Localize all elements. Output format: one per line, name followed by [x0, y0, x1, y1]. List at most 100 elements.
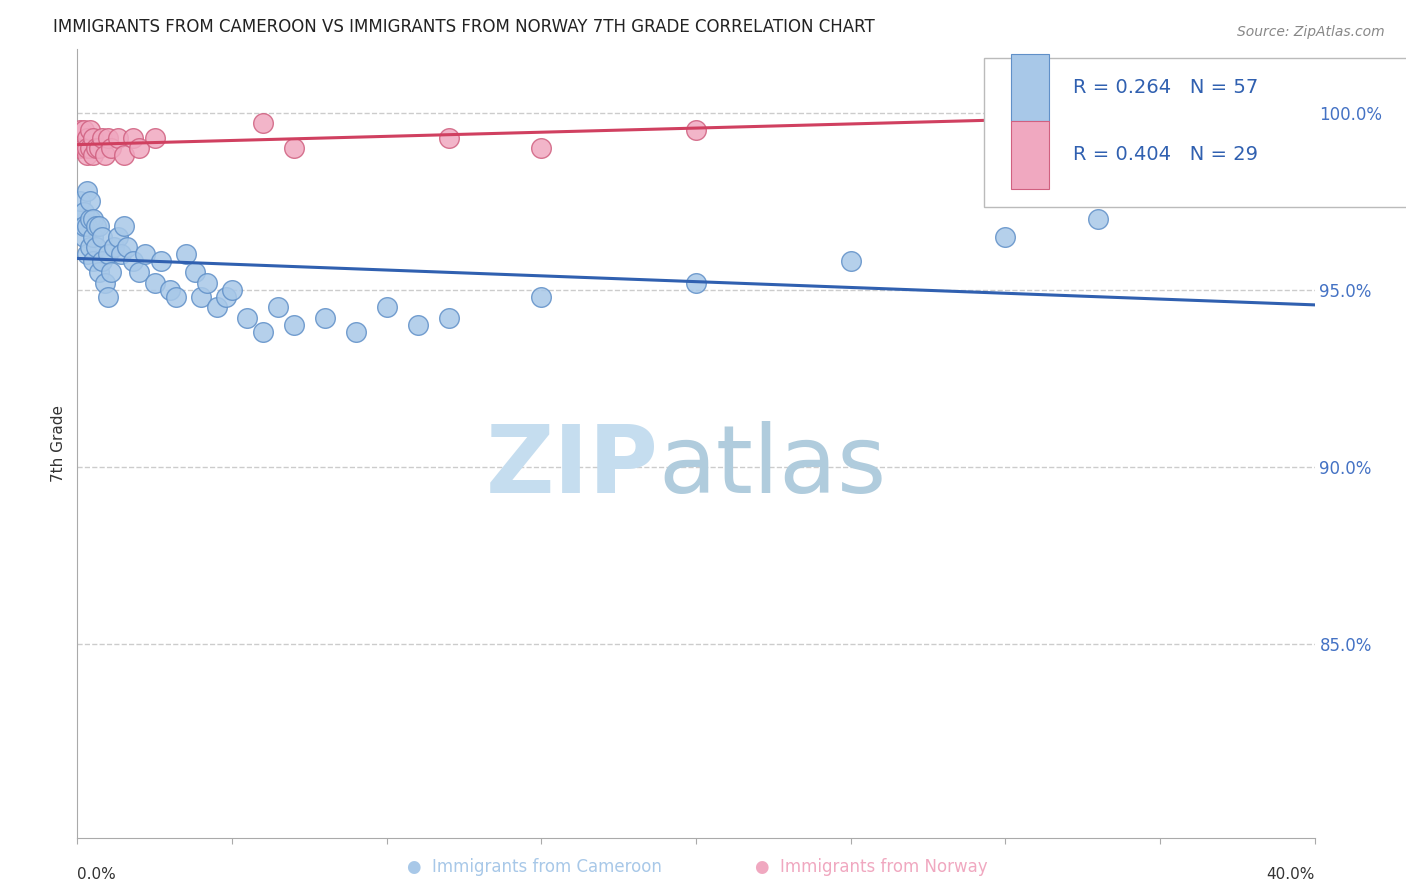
- FancyBboxPatch shape: [1011, 54, 1049, 121]
- Point: [107, 130, 129, 145]
- Text: ZIP: ZIP: [486, 421, 659, 514]
- Point: [215, 290, 238, 304]
- Point: [97, 130, 120, 145]
- Point: [100, 265, 122, 279]
- Point: [87, 141, 110, 155]
- Point: [79, 240, 101, 254]
- Point: [159, 283, 181, 297]
- Point: [128, 265, 150, 279]
- Point: [72, 123, 94, 137]
- Point: [530, 290, 553, 304]
- Point: [87, 265, 110, 279]
- Point: [1056, 112, 1078, 127]
- Point: [91, 130, 114, 145]
- Point: [283, 318, 305, 333]
- Point: [76, 148, 98, 162]
- Point: [994, 229, 1017, 244]
- Point: [174, 247, 197, 261]
- Point: [344, 325, 367, 339]
- Point: [82, 130, 104, 145]
- Point: [143, 276, 166, 290]
- Point: [82, 254, 104, 268]
- Point: [190, 290, 212, 304]
- Point: [69, 141, 91, 155]
- Point: [87, 219, 110, 233]
- Text: atlas: atlas: [659, 421, 887, 514]
- Point: [91, 254, 114, 268]
- Point: [76, 184, 98, 198]
- Point: [184, 265, 207, 279]
- Point: [69, 194, 91, 209]
- Point: [79, 123, 101, 137]
- Point: [406, 318, 429, 333]
- Point: [128, 141, 150, 155]
- Point: [314, 311, 336, 326]
- Y-axis label: 7th Grade: 7th Grade: [51, 405, 66, 483]
- Point: [1149, 98, 1171, 112]
- Point: [165, 290, 187, 304]
- Point: [1087, 211, 1109, 226]
- Point: [72, 141, 94, 155]
- Point: [72, 219, 94, 233]
- Point: [97, 247, 120, 261]
- Point: [76, 219, 98, 233]
- FancyBboxPatch shape: [1011, 120, 1049, 189]
- Point: [685, 276, 707, 290]
- Point: [112, 148, 135, 162]
- Point: [79, 194, 101, 209]
- Point: [84, 141, 107, 155]
- Point: [76, 141, 98, 155]
- Point: [112, 219, 135, 233]
- Point: [122, 130, 145, 145]
- Text: 0.0%: 0.0%: [77, 867, 117, 882]
- Point: [100, 141, 122, 155]
- Point: [122, 254, 145, 268]
- Point: [252, 325, 274, 339]
- Point: [685, 123, 707, 137]
- Point: [115, 240, 138, 254]
- Point: [252, 116, 274, 130]
- Point: [437, 311, 460, 326]
- Point: [76, 130, 98, 145]
- Point: [283, 141, 305, 155]
- Text: ●  Immigrants from Norway: ● Immigrants from Norway: [755, 858, 988, 876]
- Point: [82, 211, 104, 226]
- Point: [149, 254, 172, 268]
- Point: [437, 130, 460, 145]
- Point: [69, 211, 91, 226]
- Point: [94, 148, 117, 162]
- Point: [72, 229, 94, 244]
- Point: [91, 229, 114, 244]
- Point: [82, 148, 104, 162]
- Point: [267, 301, 290, 315]
- Point: [84, 219, 107, 233]
- Point: [84, 240, 107, 254]
- Point: [69, 123, 91, 137]
- Point: [110, 247, 132, 261]
- Point: [134, 247, 156, 261]
- Point: [94, 276, 117, 290]
- Text: R = 0.264   N = 57: R = 0.264 N = 57: [1073, 78, 1258, 97]
- Point: [530, 141, 553, 155]
- Text: IMMIGRANTS FROM CAMEROON VS IMMIGRANTS FROM NORWAY 7TH GRADE CORRELATION CHART: IMMIGRANTS FROM CAMEROON VS IMMIGRANTS F…: [52, 19, 875, 37]
- Text: R = 0.404   N = 29: R = 0.404 N = 29: [1073, 145, 1258, 164]
- Point: [79, 211, 101, 226]
- Point: [221, 283, 243, 297]
- Point: [79, 141, 101, 155]
- Point: [236, 311, 259, 326]
- Text: 40.0%: 40.0%: [1267, 867, 1315, 882]
- Point: [97, 290, 120, 304]
- FancyBboxPatch shape: [984, 58, 1406, 207]
- Point: [107, 229, 129, 244]
- Point: [195, 276, 218, 290]
- Text: Source: ZipAtlas.com: Source: ZipAtlas.com: [1237, 25, 1385, 39]
- Point: [375, 301, 398, 315]
- Point: [82, 229, 104, 244]
- Point: [103, 240, 125, 254]
- Text: ●  Immigrants from Cameroon: ● Immigrants from Cameroon: [406, 858, 662, 876]
- Point: [72, 205, 94, 219]
- Point: [839, 254, 862, 268]
- Point: [205, 301, 228, 315]
- Point: [143, 130, 166, 145]
- Point: [76, 247, 98, 261]
